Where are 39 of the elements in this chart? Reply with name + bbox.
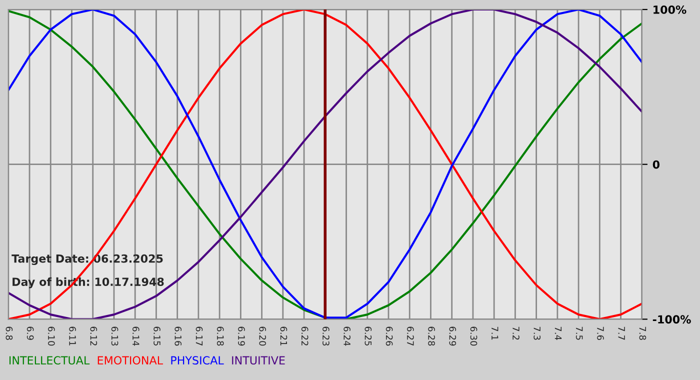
x-tick-label: 6.15 (154, 326, 160, 346)
y-tick-label: -100% (652, 315, 691, 324)
x-tick-label: 7.5 (576, 326, 583, 340)
x-tick-label: 6.29 (449, 326, 456, 346)
x-tick-label: 7.4 (554, 326, 562, 340)
text: INTUITIVE (232, 356, 285, 365)
y-tick-label: 0 (652, 160, 660, 169)
x-tick-label: 6.19 (238, 326, 245, 346)
y-tick-label: 100% (654, 5, 686, 14)
text: EMOTIONAL (98, 356, 163, 365)
x-tick-label: 7.1 (492, 326, 498, 340)
x-tick-label: 7.7 (618, 326, 625, 340)
x-tick-label: 6.13 (111, 326, 118, 346)
text: INTELLECTUAL (9, 356, 90, 365)
x-tick-label: 6.10 (48, 326, 55, 346)
x-tick-label: 6.26 (386, 326, 393, 346)
x-tick-label: 7.2 (512, 326, 520, 340)
x-tick-label: 6.17 (196, 326, 203, 346)
x-tick-label: 7.3 (534, 326, 541, 340)
x-tick-label: 6.9 (26, 326, 34, 340)
x-tick-label: 7.8 (639, 326, 646, 340)
x-tick-label: 6.16 (174, 326, 182, 346)
text: PHYSICAL (171, 356, 224, 365)
x-tick-label: 6.20 (259, 326, 266, 346)
x-tick-label: 6.8 (6, 326, 13, 340)
x-tick-label: 6.25 (364, 326, 372, 346)
x-tick-label: 6.21 (280, 326, 288, 346)
x-tick-label: 6.24 (344, 326, 350, 346)
line-series (8, 10, 642, 320)
x-tick-label: 6.30 (470, 326, 478, 346)
x-tick-label: 6.18 (216, 326, 224, 346)
x-tick-label: 7.6 (597, 326, 604, 340)
x-tick-label: 6.14 (132, 326, 140, 346)
x-tick-label: 6.27 (406, 326, 414, 346)
x-tick-label: 6.11 (69, 326, 76, 346)
x-tick-label: 6.12 (90, 326, 98, 346)
x-tick-label: 6.22 (301, 326, 308, 346)
x-tick-label: 6.23 (322, 326, 330, 346)
x-tick-label: 6.28 (428, 326, 435, 346)
